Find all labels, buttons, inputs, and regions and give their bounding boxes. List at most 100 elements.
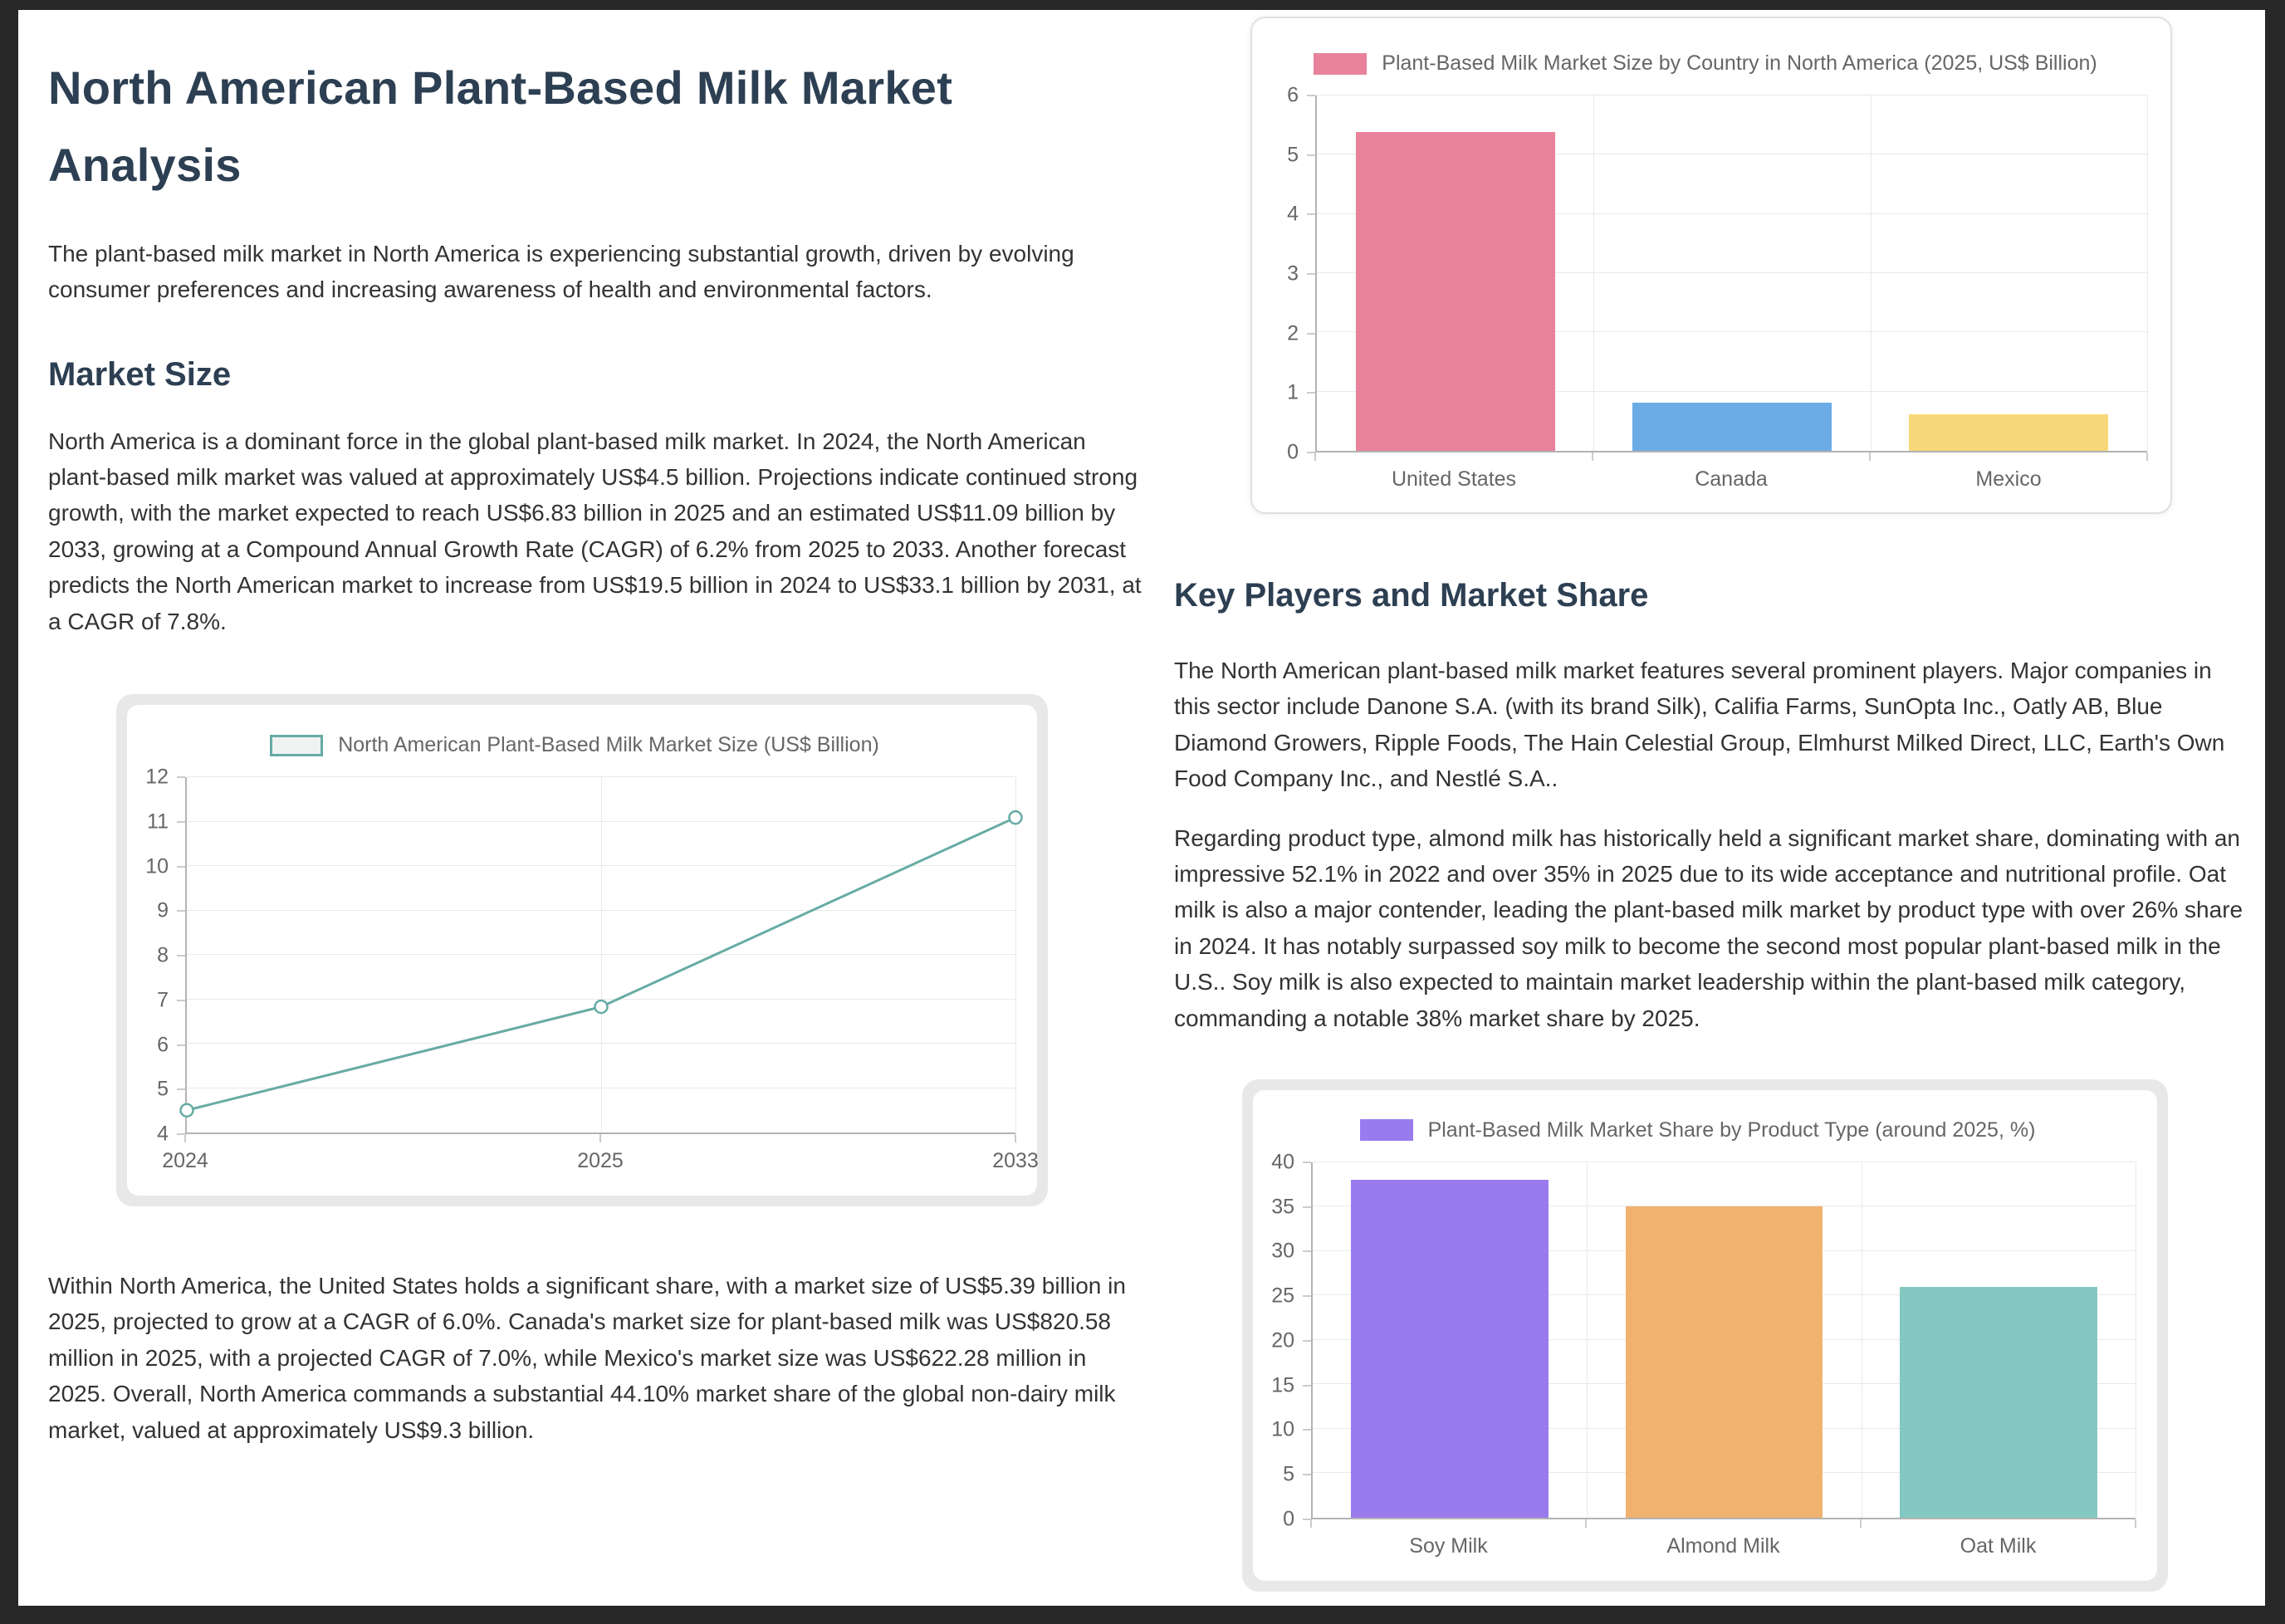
x-tick-label: 2025 bbox=[577, 1149, 624, 1173]
y-tick-mark bbox=[177, 999, 185, 1001]
y-tick-mark bbox=[1307, 95, 1315, 96]
x-tick-label: Almond Milk bbox=[1666, 1534, 1780, 1558]
line-chart-card: North American Plant-Based Milk Market S… bbox=[127, 705, 1039, 1196]
y-tick-mark bbox=[1303, 1518, 1311, 1520]
legend-label: Plant-Based Milk Market Share by Product… bbox=[1427, 1118, 2036, 1142]
x-axis: United States Canada Mexico bbox=[1314, 452, 2148, 504]
chart-legend[interactable]: North American Plant-Based Milk Market S… bbox=[134, 733, 1015, 757]
y-tick-label: 5 bbox=[1283, 1462, 1294, 1486]
product-share-bar-chart: Plant-Based Milk Market Share by Product… bbox=[1260, 1118, 2136, 1571]
plot bbox=[1315, 95, 2148, 452]
gridline-horizontal bbox=[1317, 390, 2147, 392]
y-tick-label: 12 bbox=[145, 765, 169, 789]
x-axis: Soy Milk Almond Milk Oat Milk bbox=[1310, 1519, 2136, 1571]
y-tick-label: 7 bbox=[157, 988, 169, 1012]
gridline-horizontal bbox=[1317, 331, 2147, 333]
data-point-2024[interactable] bbox=[179, 1103, 194, 1118]
y-tick-mark bbox=[1307, 392, 1315, 394]
y-tick-label: 6 bbox=[1287, 83, 1299, 107]
x-tick-label: United States bbox=[1391, 467, 1517, 491]
gridline-vertical bbox=[1593, 95, 1595, 451]
y-tick-label: 30 bbox=[1271, 1239, 1294, 1263]
country-breakdown-paragraph: Within North America, the United States … bbox=[48, 1273, 1126, 1443]
y-tick-mark bbox=[1303, 1384, 1311, 1387]
y-tick-mark bbox=[1303, 1250, 1311, 1253]
y-tick-label: 8 bbox=[157, 943, 169, 967]
legend-label: North American Plant-Based Milk Market S… bbox=[338, 733, 879, 757]
y-tick-mark bbox=[1307, 154, 1315, 156]
y-tick-label: 4 bbox=[157, 1122, 169, 1146]
gridline-vertical bbox=[1870, 95, 1872, 451]
y-tick-mark bbox=[1303, 1474, 1311, 1476]
plot bbox=[1311, 1161, 2136, 1519]
x-tick-label: Canada bbox=[1695, 467, 1768, 491]
line-chart-frame: North American Plant-Based Milk Market S… bbox=[116, 694, 1048, 1207]
gridline-horizontal bbox=[187, 776, 1015, 778]
y-axis: 0 1 2 3 4 5 6 bbox=[1264, 84, 1315, 464]
y-tick-mark bbox=[177, 1044, 185, 1046]
data-point-2033[interactable] bbox=[1008, 810, 1023, 825]
series-line bbox=[186, 816, 1016, 1112]
market-size-paragraph: North America is a dominant force in the… bbox=[48, 428, 1142, 634]
chart-legend[interactable]: Plant-Based Milk Market Size by Country … bbox=[1264, 51, 2147, 76]
x-tick-mark bbox=[1869, 452, 1871, 461]
data-point-2025[interactable] bbox=[594, 999, 609, 1015]
section-heading-key-players: Key Players and Market Share bbox=[1174, 577, 1649, 614]
y-tick-label: 20 bbox=[1271, 1328, 1294, 1353]
bar-oat-milk[interactable] bbox=[1899, 1286, 2097, 1518]
bar-mexico[interactable] bbox=[1909, 413, 2109, 451]
plot-area: 0 5 10 15 20 25 30 35 40 bbox=[1260, 1150, 2136, 1530]
y-tick-label: 25 bbox=[1271, 1284, 1294, 1308]
section-heading-market-size: Market Size bbox=[48, 355, 232, 393]
y-tick-mark bbox=[177, 1133, 185, 1136]
bar-canada[interactable] bbox=[1632, 402, 1832, 451]
y-tick-label: 10 bbox=[1271, 1417, 1294, 1441]
y-tick-label: 35 bbox=[1271, 1195, 1294, 1219]
plot-area: 0 1 2 3 4 5 6 bbox=[1264, 84, 2148, 464]
y-tick-label: 10 bbox=[145, 854, 169, 878]
y-tick-mark bbox=[1303, 1339, 1311, 1342]
gridline-vertical bbox=[2147, 95, 2148, 451]
product-type-paragraph: Regarding product type, almond milk has … bbox=[1174, 824, 2243, 1031]
x-tick-mark bbox=[1585, 1519, 1587, 1528]
y-tick-label: 40 bbox=[1271, 1150, 1294, 1174]
plot bbox=[179, 776, 1023, 1135]
x-tick-mark bbox=[184, 1134, 186, 1143]
x-tick-mark bbox=[1310, 1519, 1312, 1528]
y-tick-mark bbox=[1307, 213, 1315, 216]
y-tick-mark bbox=[1307, 452, 1315, 453]
y-tick-mark bbox=[177, 1088, 185, 1091]
x-tick-mark bbox=[1592, 452, 1593, 461]
x-tick-label: 2033 bbox=[992, 1149, 1039, 1173]
country-bar-chart: Plant-Based Milk Market Size by Country … bbox=[1264, 51, 2148, 504]
line-series bbox=[179, 810, 1023, 1118]
gridline-vertical bbox=[1015, 777, 1016, 1133]
x-tick-mark bbox=[599, 1134, 601, 1143]
y-tick-label: 1 bbox=[1287, 380, 1299, 404]
x-tick-mark bbox=[1015, 1134, 1016, 1143]
bar-soy-milk[interactable] bbox=[1351, 1180, 1549, 1518]
y-tick-mark bbox=[1307, 332, 1315, 335]
y-tick-label: 4 bbox=[1287, 202, 1299, 226]
y-tick-label: 2 bbox=[1287, 321, 1299, 345]
bar-united-states[interactable] bbox=[1355, 131, 1555, 451]
y-tick-mark bbox=[177, 910, 185, 912]
chart-legend[interactable]: Plant-Based Milk Market Share by Product… bbox=[1260, 1118, 2136, 1142]
gridline-vertical bbox=[1587, 1162, 1588, 1518]
y-tick-mark bbox=[1303, 1295, 1311, 1298]
gridline-horizontal bbox=[1317, 213, 2147, 214]
x-tick-mark bbox=[1860, 1519, 1862, 1528]
page-title: North American Plant-Based Milk Market A… bbox=[48, 61, 953, 191]
x-tick-label: Soy Milk bbox=[1409, 1534, 1488, 1558]
y-tick-label: 6 bbox=[157, 1033, 169, 1057]
y-tick-mark bbox=[177, 820, 185, 823]
intro-paragraph: The plant-based milk market in North Ame… bbox=[48, 240, 1074, 303]
bar-almond-milk[interactable] bbox=[1625, 1206, 1823, 1518]
y-tick-label: 11 bbox=[147, 810, 169, 834]
legend-label: Plant-Based Milk Market Size by Country … bbox=[1382, 51, 2097, 75]
gridline-vertical bbox=[601, 777, 602, 1133]
y-tick-label: 5 bbox=[1287, 143, 1299, 167]
plot-area: 4 5 6 7 8 9 10 11 12 bbox=[134, 766, 1023, 1146]
y-tick-mark bbox=[1303, 1429, 1311, 1431]
x-tick-label: Mexico bbox=[1975, 467, 2042, 491]
